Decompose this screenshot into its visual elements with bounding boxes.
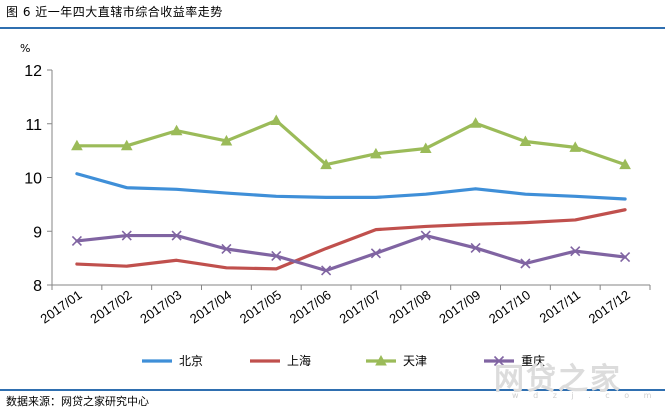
data-point [519,135,532,146]
data-point [320,158,332,170]
x-tick-label: 2017/01 [38,287,85,326]
data-point [221,243,232,255]
legend-item-天津: 天津 [366,354,427,368]
x-tick-label: 2017/10 [486,287,533,326]
x-marker-stroke [271,250,282,262]
y-axis-ticks: % 8 9 10 11 12 [20,42,52,295]
figure-title: 图 6 近一年四大直辖市综合收益率走势 [6,5,223,19]
data-point [370,147,382,159]
data-point [419,142,432,153]
series-line [75,208,627,271]
x-tick-label: 2017/03 [137,287,184,326]
x-marker-stroke [370,248,381,259]
data-point [71,139,83,151]
data-point [370,248,381,259]
chart-axes [51,70,650,286]
x-marker-stroke [321,265,332,276]
series-lines [71,114,631,276]
data-point [121,230,132,241]
legend-label: 上海 [287,353,311,368]
x-axis-ticks: 2017/01 2017/02 2017/03 2017/04 2017/05 2017/… [38,285,651,326]
x-tick-label: 2017/12 [586,287,633,326]
y-tick-label: 12 [24,63,42,80]
legend-marker [375,354,387,366]
x-tick-label: 2017/02 [87,287,134,326]
data-point [569,141,582,152]
chart-legend: 北京 上海 天津 重庆 [142,353,545,368]
data-point [570,246,581,257]
y-tick-label: 9 [33,224,42,241]
data-point [270,114,283,126]
series-北京 [75,172,627,201]
data-point [271,250,282,262]
x-tick-label: 2017/09 [436,287,483,326]
y-tick-label: 11 [25,117,42,134]
data-point [171,230,182,241]
series-line [75,172,627,201]
data-point [321,265,332,276]
legend-label: 重庆 [521,354,545,368]
x-marker-stroke [221,243,232,255]
x-marker-stroke [493,355,505,367]
y-tick-label: 8 [33,278,42,295]
legend-item-北京: 北京 [142,354,203,368]
data-point [620,251,631,263]
x-marker-stroke [520,258,531,269]
data-point [71,235,82,246]
data-point [520,258,531,269]
x-tick-label: 2017/07 [337,287,384,326]
top-rule [0,27,665,29]
legend-item-重庆: 重庆 [484,354,545,368]
x-marker-stroke [71,235,82,246]
data-point [469,117,482,128]
x-marker-stroke [121,230,132,241]
x-tick-label: 2017/08 [386,287,433,326]
x-tick-label: 2017/04 [187,287,234,326]
y-axis-unit: % [20,42,30,55]
x-marker-stroke [470,242,481,253]
data-point [619,158,631,170]
series-天津 [71,114,631,170]
bottom-rule [0,389,665,391]
x-marker-stroke [171,230,182,241]
x-tick-label: 2017/05 [237,287,284,326]
data-point [420,230,431,241]
series-重庆 [71,230,631,276]
legend-label: 北京 [179,354,203,368]
series-上海 [75,208,627,271]
watermark-url: w d z j . c o m [512,391,658,400]
data-point [170,124,183,136]
x-marker-stroke [420,230,431,241]
x-tick-label: 2017/11 [537,287,583,326]
data-point [470,242,481,253]
source-note: 数据来源：网贷之家研究中心 [6,395,149,408]
x-marker-stroke [620,251,631,263]
legend-label: 天津 [403,354,427,368]
legend-item-上海: 上海 [250,353,311,368]
data-point [220,134,233,146]
series-line [75,118,627,167]
x-tick-label: 2017/06 [287,287,334,326]
series-line [75,233,627,273]
legend-marker [493,355,505,367]
watermark-logo: 网贷之家 [494,362,622,397]
y-tick-label: 10 [24,171,42,188]
x-marker-stroke [570,246,581,257]
data-point [120,139,133,151]
